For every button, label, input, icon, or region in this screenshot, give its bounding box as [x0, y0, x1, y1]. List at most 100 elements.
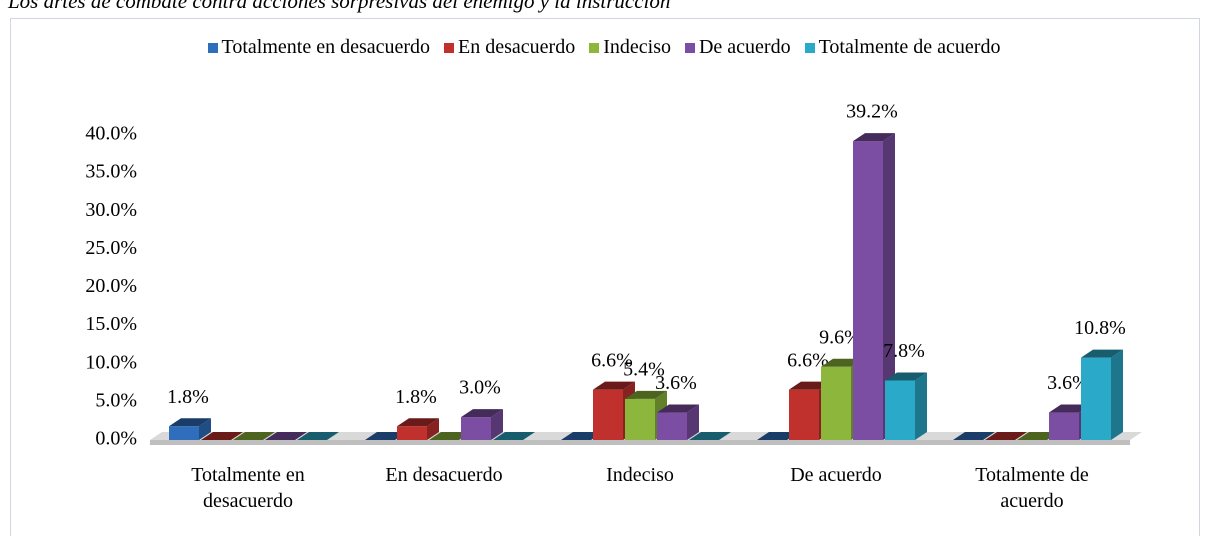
bar-front	[1081, 357, 1111, 440]
bar	[461, 409, 503, 440]
bar-top	[853, 133, 895, 142]
legend-swatch	[207, 42, 218, 53]
legend-swatch	[444, 42, 455, 53]
legend: Totalmente en desacuerdo En desacuerdo Ind…	[0, 36, 1208, 59]
y-tick-label: 15.0%	[85, 313, 137, 335]
bar-top	[201, 432, 243, 440]
bar	[493, 432, 535, 440]
bar-side	[1111, 349, 1123, 440]
chart-frame	[10, 18, 1200, 536]
bar-front	[461, 417, 491, 440]
bar-top	[657, 404, 699, 413]
y-tick-label: 30.0%	[85, 199, 137, 221]
bar-top	[169, 418, 211, 427]
legend-item: En desacuerdo	[444, 36, 575, 59]
bar-front	[593, 389, 623, 440]
bar-front	[789, 389, 819, 440]
bar	[429, 432, 471, 440]
floor-front	[150, 440, 1130, 445]
bar-top	[561, 432, 603, 440]
bar	[689, 432, 731, 440]
legend-swatch	[589, 42, 600, 53]
legend-label: Indeciso	[603, 36, 671, 58]
bar	[365, 432, 407, 440]
y-tick-label: 20.0%	[85, 275, 137, 297]
legend-label: Totalmente en desacuerdo	[221, 36, 431, 58]
data-label: 1.8%	[167, 386, 209, 408]
bar	[297, 432, 339, 440]
y-tick-label: 35.0%	[85, 161, 137, 183]
bar-top	[625, 390, 667, 399]
bar-top	[689, 432, 731, 440]
bar-front	[169, 426, 199, 440]
bar-front	[625, 398, 655, 440]
legend-swatch	[684, 42, 695, 53]
bar-side	[427, 418, 439, 440]
data-label: 3.6%	[655, 372, 697, 394]
bar-top	[233, 432, 275, 440]
bar-top	[1017, 432, 1059, 440]
bar	[397, 418, 439, 440]
bar-front	[853, 141, 883, 440]
data-label: 10.8%	[1074, 317, 1126, 339]
y-tick-label: 5.0%	[95, 389, 137, 411]
bar	[169, 418, 211, 440]
data-label: 6.6%	[591, 349, 633, 371]
bar-top	[1081, 349, 1123, 358]
legend-item: Indeciso	[589, 36, 671, 59]
bar	[657, 404, 699, 440]
bar-top	[593, 381, 635, 390]
data-label: 1.8%	[395, 386, 437, 408]
bar-front	[821, 366, 851, 440]
x-tick-label: Indeciso	[606, 464, 674, 486]
bar-top	[821, 358, 863, 367]
legend-item: Totalmente en desacuerdo	[207, 36, 431, 59]
x-tick-label: Totalmente en desacuerdo	[191, 464, 305, 512]
bar-top	[953, 432, 995, 440]
bar-top	[365, 432, 407, 440]
data-label: 5.4%	[623, 358, 665, 380]
bar-top	[397, 418, 439, 427]
bar-top	[757, 432, 799, 440]
bar-side	[199, 418, 211, 440]
y-tick-label: 0.0%	[95, 428, 137, 450]
bar-front	[657, 412, 687, 440]
x-tick-label: En desacuerdo	[385, 464, 503, 486]
bar-top	[265, 432, 307, 440]
bar-top	[461, 409, 503, 418]
bar-side	[883, 133, 895, 440]
bar	[201, 432, 243, 440]
bar-top	[429, 432, 471, 440]
legend-label: De acuerdo	[698, 36, 791, 58]
data-label: 6.6%	[787, 349, 829, 371]
bar	[853, 133, 895, 440]
bar-side	[491, 409, 503, 440]
data-label: 9.6%	[819, 326, 861, 348]
bar-front	[397, 426, 427, 440]
bar-top	[1049, 404, 1091, 413]
legend-label: En desacuerdo	[458, 36, 576, 58]
x-tick-label: Totalmente de acuerdo	[975, 464, 1089, 512]
bar	[985, 432, 1027, 440]
legend-label: Totalmente de acuerdo	[818, 36, 1001, 58]
bar-top	[789, 381, 831, 390]
bar-top	[885, 372, 927, 381]
bar-top	[985, 432, 1027, 440]
bar-top	[493, 432, 535, 440]
legend-swatch	[804, 42, 815, 53]
x-tick-label: De acuerdo	[790, 464, 882, 486]
bar	[561, 432, 603, 440]
bar	[233, 432, 275, 440]
legend-item: De acuerdo	[684, 36, 791, 59]
bar-side	[915, 372, 927, 440]
data-label: 3.6%	[1047, 372, 1089, 394]
bar-side	[687, 404, 699, 440]
chart-title: Los artes de combate contra acciones sor…	[8, 0, 671, 13]
data-label: 39.2%	[846, 101, 898, 123]
bar-top	[297, 432, 339, 440]
bar	[265, 432, 307, 440]
y-tick-label: 25.0%	[85, 237, 137, 259]
data-label: 3.0%	[459, 377, 501, 399]
